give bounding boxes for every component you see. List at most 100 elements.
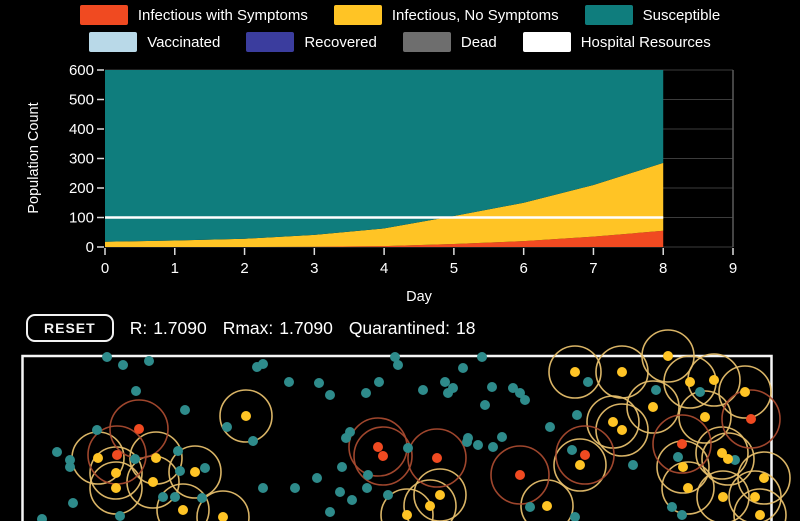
- stat-r-label: R:: [129, 317, 148, 338]
- susceptible-person-dot: [130, 454, 140, 464]
- svg-text:9: 9: [729, 260, 737, 277]
- asymptomatic-person-dot: [111, 483, 121, 493]
- susceptible-person-dot: [118, 360, 128, 370]
- susceptible-person-dot: [374, 377, 384, 387]
- susceptible-person-dot: [363, 470, 373, 480]
- asymptomatic-person-dot: [218, 512, 228, 521]
- susceptible-person-dot: [545, 422, 555, 432]
- legend: Infectious with Symptoms Infectious, No S…: [0, 5, 800, 59]
- susceptible-person-dot: [497, 432, 507, 442]
- susceptible-person-dot: [473, 440, 483, 450]
- legend-label: Infectious, No Symptoms: [391, 6, 559, 24]
- susceptible-person-dot: [651, 385, 661, 395]
- susceptible-person-dot: [567, 445, 577, 455]
- infection-radius-circle: [701, 432, 755, 486]
- susceptible-person-dot: [248, 436, 258, 446]
- legend-item-dead: Dead: [402, 32, 497, 52]
- susceptible-person-dot: [68, 498, 78, 508]
- susceptible-person-dot: [170, 492, 180, 502]
- susceptible-person-dot: [508, 383, 518, 393]
- susceptible-person-dot: [515, 388, 525, 398]
- asymptomatic-person-dot: [700, 412, 710, 422]
- legend-item-susceptible: Susceptible: [584, 5, 720, 25]
- asymptomatic-person-dot: [570, 367, 580, 377]
- legend-item-recovered: Recovered: [246, 32, 377, 52]
- infection-radius-circle: [695, 426, 749, 480]
- infection-radius-circle: [353, 426, 413, 486]
- asymptomatic-person-dot: [759, 473, 769, 483]
- stat-r-value: 1.7090: [153, 317, 207, 338]
- svg-text:100: 100: [69, 210, 94, 227]
- infection-radius-circle: [595, 403, 649, 457]
- symptomatic-person-dot: [677, 439, 687, 449]
- legend-row-2: Vaccinated Recovered Dead Hospital Resource…: [0, 32, 800, 52]
- infection-radius-circle: [156, 483, 210, 521]
- svg-text:Population Count: Population Count: [26, 102, 42, 213]
- asymptomatic-person-dot: [685, 377, 695, 387]
- svg-text:500: 500: [69, 92, 94, 109]
- infection-radius-circle: [733, 488, 787, 521]
- stat-quarantined-label: Quarantined:: [348, 317, 450, 338]
- legend-item-hospital-resources: Hospital Resources: [522, 32, 711, 52]
- asymptomatic-person-dot: [435, 490, 445, 500]
- stat-r: R: 1.7090: [130, 318, 207, 339]
- vaccinated-swatch: [89, 32, 138, 52]
- asymptomatic-person-dot: [542, 501, 552, 511]
- asymptomatic-person-dot: [723, 454, 733, 464]
- svg-text:Day: Day: [406, 289, 433, 305]
- asymptomatic-person-dot: [93, 453, 103, 463]
- susceptible-person-dot: [488, 442, 498, 452]
- legend-label: Hospital Resources: [580, 33, 711, 51]
- susceptible-person-dot: [695, 387, 705, 397]
- svg-text:1: 1: [171, 260, 179, 277]
- svg-text:0: 0: [101, 260, 109, 277]
- simulation-canvas[interactable]: [0, 310, 800, 521]
- susceptible-person-dot: [418, 385, 428, 395]
- infection-radius-circle: [555, 425, 615, 485]
- dead-swatch: [402, 32, 451, 52]
- stats-bar: RESET R: 1.7090 Rmax: 1.7090 Quarantined: 1…: [26, 314, 475, 342]
- susceptible-person-dot: [570, 512, 580, 521]
- symptomatic-person-dot: [378, 451, 388, 461]
- susceptible-person-dot: [258, 359, 268, 369]
- infection-radius-circle: [737, 451, 791, 505]
- svg-text:0: 0: [86, 239, 94, 256]
- legend-item-infectious-no-symptoms: Infectious, No Symptoms: [333, 5, 559, 25]
- susceptible-person-dot: [667, 502, 677, 512]
- reset-button[interactable]: RESET: [26, 314, 114, 342]
- susceptible-person-dot: [144, 356, 154, 366]
- svg-text:600: 600: [69, 62, 94, 79]
- susceptible-person-dot: [115, 511, 125, 521]
- infection-radius-circle: [403, 479, 457, 521]
- asymptomatic-person-dot: [575, 460, 585, 470]
- asymptomatic-person-dot: [190, 467, 200, 477]
- susceptible-person-dot: [347, 495, 357, 505]
- legend-item-infectious-with-symptoms: Infectious with Symptoms: [79, 5, 308, 25]
- hospital-resources-swatch: [522, 32, 571, 52]
- stat-quarantined-value: 18: [456, 317, 476, 338]
- infection-radius-circle: [652, 414, 712, 474]
- susceptible-person-dot: [572, 410, 582, 420]
- susceptible-person-dot: [525, 502, 535, 512]
- symptomatic-person-dot: [373, 442, 383, 452]
- asymptomatic-person-dot: [755, 510, 765, 520]
- asymptomatic-person-dot: [402, 510, 412, 520]
- susceptible-person-dot: [480, 400, 490, 410]
- legend-row-1: Infectious with Symptoms Infectious, No S…: [0, 5, 800, 25]
- svg-text:6: 6: [519, 260, 527, 277]
- asymptomatic-person-dot: [617, 367, 627, 377]
- susceptible-person-dot: [583, 377, 593, 387]
- infection-radius-circle: [661, 461, 715, 515]
- susceptible-person-dot: [102, 352, 112, 362]
- infection-radius-circle: [168, 445, 222, 499]
- susceptible-person-dot: [258, 483, 268, 493]
- susceptible-person-dot: [131, 386, 141, 396]
- susceptible-person-dot: [92, 425, 102, 435]
- symptomatic-person-dot: [580, 450, 590, 460]
- asymptomatic-person-dot: [608, 417, 618, 427]
- svg-text:5: 5: [450, 260, 458, 277]
- svg-text:400: 400: [69, 121, 94, 138]
- infection-radius-circle: [413, 468, 467, 521]
- susceptible-person-dot: [477, 352, 487, 362]
- asymptomatic-person-dot: [683, 483, 693, 493]
